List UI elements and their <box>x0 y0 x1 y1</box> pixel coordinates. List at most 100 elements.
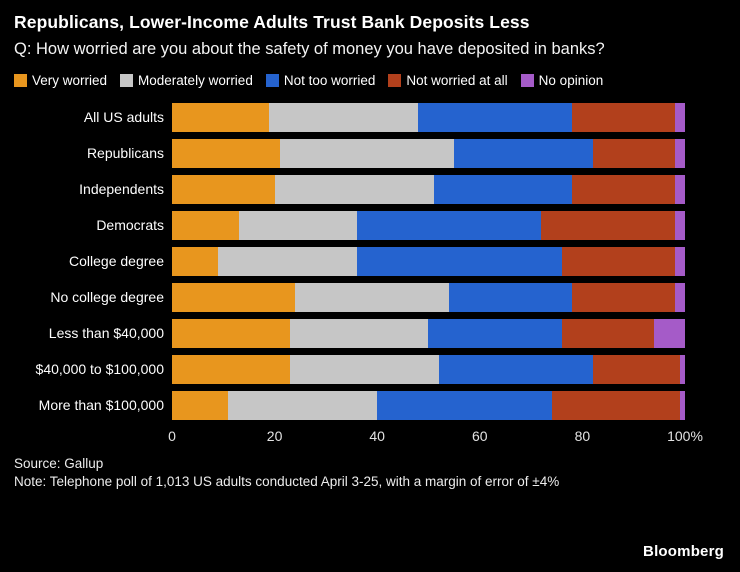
stacked-bar <box>172 174 685 204</box>
legend-label: Moderately worried <box>138 73 253 89</box>
bar-segment-no_opinion <box>674 246 685 276</box>
bar-segment-not_too_worried <box>433 174 573 204</box>
legend-swatch-not_too_worried <box>265 74 279 88</box>
legend-label: Not too worried <box>283 73 376 89</box>
x-tick-label: 80 <box>574 428 591 445</box>
legend-swatch-not_worried_at_all <box>388 74 402 88</box>
bar-segment-not_worried_at_all <box>541 210 675 240</box>
stacked-bar <box>172 318 685 348</box>
stacked-bar <box>172 390 685 420</box>
bar-segment-not_worried_at_all <box>561 318 655 348</box>
chart: All US adults Republicans Independents Demo… <box>14 99 740 447</box>
bar-segment-very_worried <box>172 138 280 168</box>
bar-segment-no_opinion <box>679 354 685 384</box>
bar-segment-not_too_worried <box>438 354 593 384</box>
x-axis: 0 20 40 60 80 100% <box>168 423 703 447</box>
bar-segment-not_worried_at_all <box>572 282 675 312</box>
bar-segment-very_worried <box>172 354 290 384</box>
bar-segment-moderately_worried <box>279 138 455 168</box>
x-tick-label: 40 <box>369 428 385 445</box>
bar-segment-not_too_worried <box>356 210 542 240</box>
x-tick-label: 60 <box>472 428 488 445</box>
x-tick-label: 20 <box>266 428 283 445</box>
category-label: Republicans <box>86 145 164 162</box>
bar-segment-not_too_worried <box>454 138 593 168</box>
legend-swatch-no_opinion <box>520 74 534 88</box>
bar-segment-not_worried_at_all <box>592 354 680 384</box>
chart-row: $40,000 to $100,000 <box>14 351 740 387</box>
bar-segment-not_too_worried <box>356 246 562 276</box>
chart-row: College degree <box>14 243 740 279</box>
bar-segment-not_worried_at_all <box>551 390 680 420</box>
stacked-bar <box>172 102 685 132</box>
chart-row: Republicans <box>14 135 740 171</box>
x-tick-label: 0 <box>168 428 176 445</box>
legend-item-very_worried: Very worried <box>14 73 107 88</box>
bar-segment-moderately_worried <box>289 318 429 348</box>
bar-segment-no_opinion <box>674 102 685 132</box>
chart-row: Less than $40,000 <box>14 315 740 351</box>
category-label: No college degree <box>50 289 164 306</box>
bar-segment-very_worried <box>172 210 239 240</box>
bar-segment-not_worried_at_all <box>572 102 675 132</box>
legend-item-no_opinion: No opinion <box>520 73 603 88</box>
x-tick-label: 100% <box>667 428 703 445</box>
bar-segment-no_opinion <box>674 174 685 204</box>
bar-segment-very_worried <box>172 174 275 204</box>
bar-segment-no_opinion <box>674 138 685 168</box>
stacked-bar <box>172 246 685 276</box>
chart-title: Republicans, Lower-Income Adults Trust B… <box>14 12 530 32</box>
stacked-bar <box>172 138 685 168</box>
bar-segment-moderately_worried <box>269 102 419 132</box>
bar-segment-no_opinion <box>654 318 685 348</box>
bloomberg-logo: Bloomberg <box>643 543 724 560</box>
chart-row: More than $100,000 <box>14 387 740 423</box>
category-label: Less than $40,000 <box>48 325 164 342</box>
legend-swatch-moderately_worried <box>120 74 134 88</box>
bar-segment-no_opinion <box>674 282 685 312</box>
category-label: All US adults <box>83 109 164 126</box>
chart-row: Independents <box>14 171 740 207</box>
bar-segment-moderately_worried <box>218 246 357 276</box>
legend: Very worried Moderately worried Not too wo… <box>14 73 740 88</box>
bar-segment-moderately_worried <box>274 174 434 204</box>
bar-segment-moderately_worried <box>238 210 357 240</box>
category-label: Independents <box>79 181 164 198</box>
chart-subtitle: Q: How worried are you about the safety … <box>14 40 605 58</box>
category-label: College degree <box>69 253 164 270</box>
bar-segment-very_worried <box>172 246 219 276</box>
chart-row: Democrats <box>14 207 740 243</box>
bar-segment-not_worried_at_all <box>561 246 675 276</box>
legend-swatch-very_worried <box>14 74 27 88</box>
legend-label: Not worried at all <box>406 73 508 89</box>
bar-segment-not_too_worried <box>377 390 552 420</box>
chart-row: All US adults <box>14 99 740 135</box>
legend-item-not_too_worried: Not too worried <box>265 73 376 89</box>
category-label: $40,000 to $100,000 <box>35 361 164 378</box>
bar-segment-not_too_worried <box>449 282 573 312</box>
bar-segment-not_too_worried <box>428 318 562 348</box>
bar-segment-not_worried_at_all <box>592 138 675 168</box>
bar-segment-very_worried <box>172 390 229 420</box>
category-label: Democrats <box>96 217 164 234</box>
bar-segment-very_worried <box>172 102 270 132</box>
legend-label: Very worried <box>32 73 108 89</box>
bar-segment-very_worried <box>172 318 290 348</box>
bar-segment-not_worried_at_all <box>572 174 675 204</box>
bar-segment-not_too_worried <box>418 102 573 132</box>
source-text: Source: Gallup <box>14 456 104 472</box>
stacked-bar <box>172 282 685 312</box>
legend-item-not_worried_at_all: Not worried at all <box>388 73 508 89</box>
bar-segment-moderately_worried <box>228 390 378 420</box>
bar-segment-moderately_worried <box>289 354 439 384</box>
chart-row: No college degree <box>14 279 740 315</box>
stacked-bar <box>172 210 685 240</box>
bar-segment-very_worried <box>172 282 296 312</box>
note-text: Note: Telephone poll of 1,013 US adults … <box>14 474 560 490</box>
chart-rows: All US adults Republicans Independents Demo… <box>14 99 740 423</box>
bar-segment-no_opinion <box>674 210 685 240</box>
bar-segment-no_opinion <box>679 390 685 420</box>
bar-segment-moderately_worried <box>295 282 449 312</box>
category-label: More than $100,000 <box>38 397 164 414</box>
